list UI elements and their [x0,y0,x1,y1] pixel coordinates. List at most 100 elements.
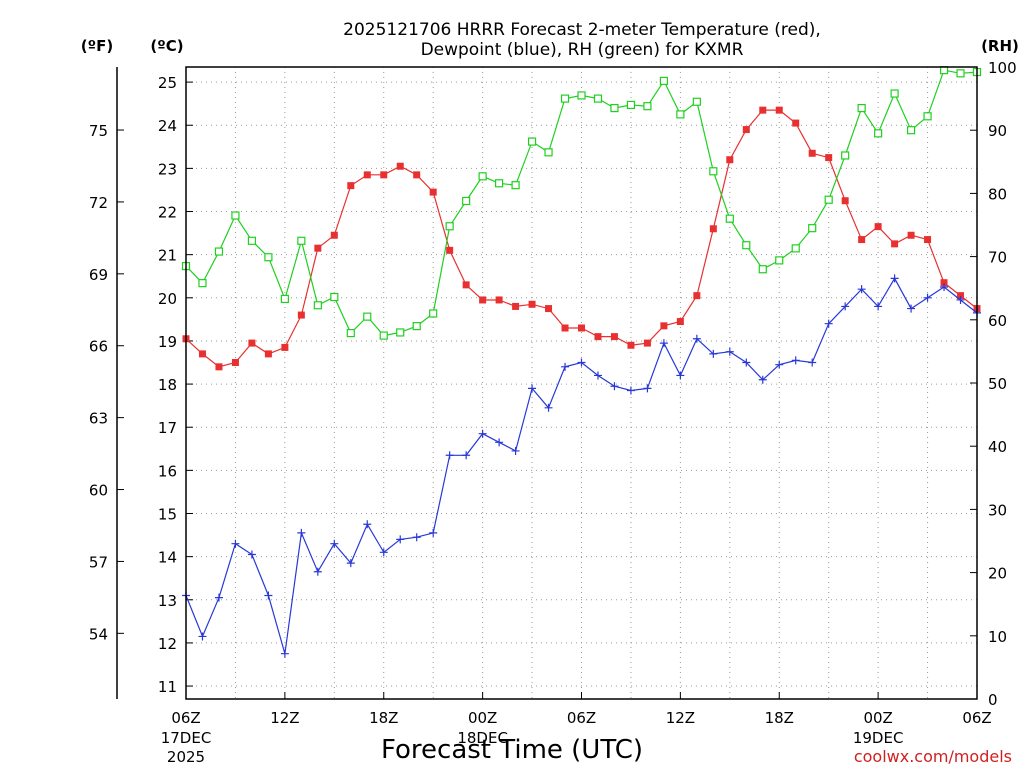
celsius-tick-label: 15 [158,505,177,523]
celsius-tick-label: 14 [158,549,177,567]
data-point [297,236,306,245]
data-point [676,318,684,326]
data-point [478,172,487,181]
fahrenheit-tick-label: 72 [89,194,108,212]
data-point [330,292,339,302]
data-point [429,309,438,318]
data-point [412,533,421,542]
data-point [857,285,866,294]
data-point [923,293,932,302]
x-tick-label: 00Z [863,709,892,727]
data-point [693,292,701,300]
data-point [528,384,537,393]
data-point [956,295,965,304]
data-point [231,211,240,220]
data-point [429,188,437,196]
data-point [890,89,899,98]
data-point [264,350,272,358]
data-point [280,649,289,658]
data-point [610,103,619,113]
series-1 [182,274,981,658]
data-point [924,236,932,244]
data-point [264,253,273,262]
data-point [198,279,207,288]
data-point [528,300,536,308]
data-point [858,236,866,244]
celsius-tick-label: 25 [158,74,177,92]
data-point [956,69,965,78]
data-point [643,339,651,347]
x-date-label: 18DEC [457,729,508,747]
x-axis-title: Forecast Time (UTC) [381,735,643,765]
data-point [923,112,932,121]
data-point [676,371,685,380]
data-point [462,451,471,460]
fahrenheit-unit-label: (ºF) [81,37,113,55]
data-point [379,548,388,557]
data-point [659,339,668,348]
data-point [692,334,701,343]
data-point [841,151,850,160]
data-point [907,304,916,313]
data-point [577,91,586,100]
grid [186,67,977,699]
data-point [874,223,882,231]
rh-tick-label: 40 [988,438,1007,456]
data-point [495,438,504,447]
data-point [742,126,750,134]
celsius-tick-label: 13 [158,592,177,610]
data-point [396,535,405,544]
data-point [907,231,915,239]
rh-tick-label: 30 [988,501,1007,519]
data-point [626,386,635,395]
data-point [313,301,322,310]
celsius-axis: 11 12 13 14 15 16 17 18 19 20 21 22 23 24 25 [158,74,193,696]
data-point [874,302,883,311]
data-point [231,539,240,548]
fahrenheit-tick-label: 66 [89,338,108,356]
celsius-tick-label: 12 [158,635,177,653]
data-point [643,384,652,393]
data-point [511,181,520,190]
data-point [775,256,784,265]
data-point [429,528,438,537]
data-point [660,322,668,330]
celsius-tick-label: 17 [158,419,177,437]
data-point [758,375,767,384]
fahrenheit-tick-label: 57 [89,553,108,571]
chart-title-line-1: 2025121706 HRRR Forecast 2-meter Tempera… [343,20,821,40]
source-credit: coolwx.com/models [854,747,1012,766]
data-point [594,333,602,341]
data-point [527,137,537,146]
data-point [462,196,471,206]
data-point [791,244,800,253]
data-point [379,331,388,340]
data-point [627,341,635,349]
data-point [742,358,751,367]
fahrenheit-tick-label: 63 [89,410,108,428]
data-point [593,371,602,380]
celsius-tick-label: 23 [158,160,177,178]
rh-unit-label: (RH) [981,37,1019,55]
data-point [791,356,800,365]
data-point [396,162,404,170]
data-point [346,559,355,568]
data-point [511,446,520,455]
x-date-label: 17DEC [161,729,212,747]
data-point [561,362,570,371]
data-point [495,296,503,304]
data-point [808,358,817,367]
data-point [857,103,866,113]
celsius-unit-label: (ºC) [150,37,183,55]
data-point [841,302,850,311]
data-point [824,319,833,328]
rh-tick-label: 50 [988,375,1007,393]
celsius-tick-label: 18 [158,376,177,394]
data-point [363,312,372,321]
fahrenheit-tick-label: 60 [89,482,108,500]
data-point [874,129,883,138]
celsius-tick-label: 21 [158,247,177,265]
data-point [495,179,504,188]
celsius-tick-label: 20 [158,290,177,308]
data-point [247,236,257,245]
